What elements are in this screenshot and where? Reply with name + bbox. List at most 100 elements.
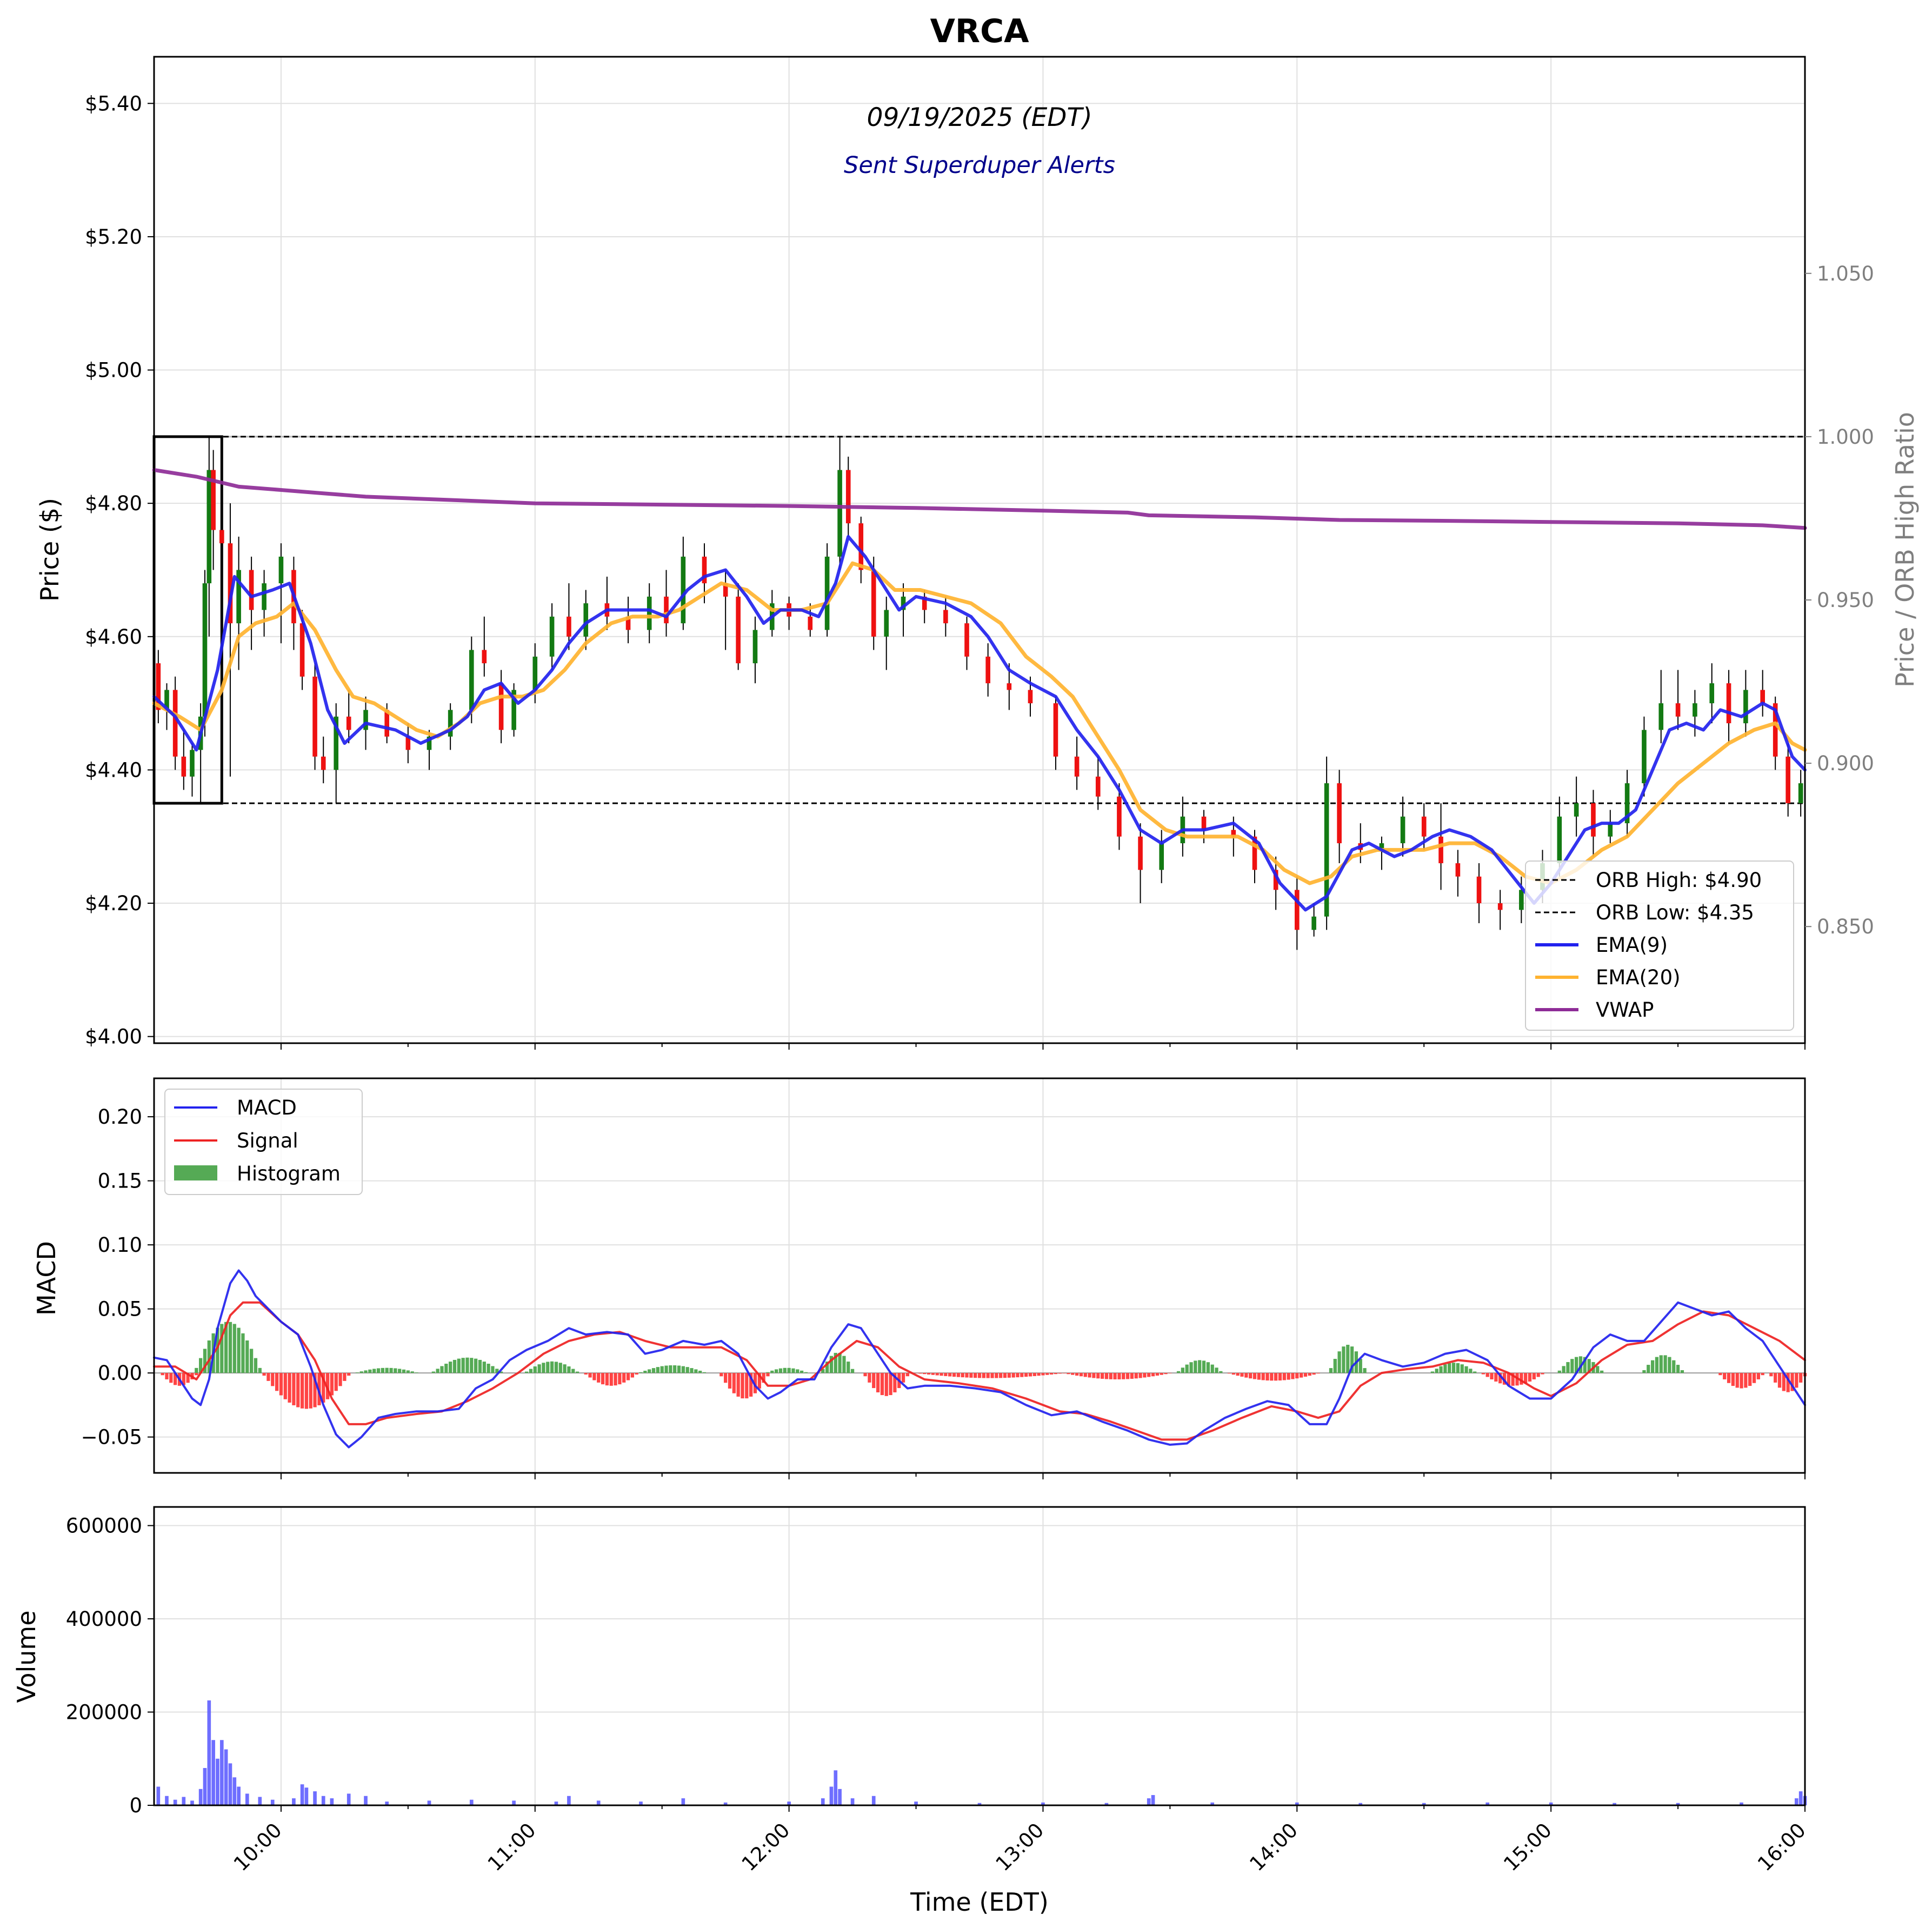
histogram-bar-negative <box>1155 1373 1160 1376</box>
legend-label-orb-high: ORB High: $4.90 <box>1596 869 1762 892</box>
histogram-bar-negative <box>749 1373 753 1397</box>
histogram-bar-positive <box>774 1369 778 1373</box>
histogram-bar-negative <box>728 1373 732 1389</box>
histogram-bar-negative <box>1231 1373 1235 1375</box>
histogram-bar-negative <box>588 1373 592 1378</box>
histogram-bar-positive <box>249 1349 254 1373</box>
histogram-bar-negative <box>1494 1373 1498 1382</box>
candle-up <box>583 603 589 637</box>
histogram-bar-positive <box>791 1368 795 1373</box>
histogram-bar-positive <box>487 1363 490 1373</box>
candle-up <box>1709 683 1715 704</box>
histogram-bar-negative <box>974 1373 977 1378</box>
histogram-bar-positive <box>465 1357 469 1373</box>
histogram-bar-negative <box>1731 1373 1735 1386</box>
histogram-bar-positive <box>1460 1364 1464 1373</box>
volume-bar <box>723 1802 728 1805</box>
histogram-bar-negative <box>986 1373 990 1378</box>
ratio-y-tick-label: 1.000 <box>1817 425 1874 449</box>
legend-label-vwap: VWAP <box>1596 998 1654 1022</box>
histogram-bar-negative <box>1041 1373 1045 1376</box>
histogram-bar-positive <box>524 1371 529 1373</box>
histogram-bar-negative <box>923 1373 927 1375</box>
histogram-bar-positive <box>258 1367 262 1373</box>
histogram-bar-positive <box>1219 1371 1223 1373</box>
histogram-bar-negative <box>182 1373 185 1385</box>
histogram-bar-negative <box>1164 1373 1168 1375</box>
volume-bar <box>190 1800 194 1805</box>
histogram-bar-negative <box>605 1373 609 1386</box>
price-legend-box <box>1525 860 1794 1031</box>
histogram-bar-positive <box>1202 1360 1206 1373</box>
candle-up <box>1557 816 1562 864</box>
candle-up <box>511 690 516 730</box>
macd-y-ticks: −0.05 0.00 0.05 0.10 0.15 0.20 <box>81 1105 154 1449</box>
volume-y-tick-label: 200000 <box>66 1701 142 1724</box>
histogram-bar-negative <box>334 1373 338 1391</box>
volume-bar <box>156 1786 161 1805</box>
candle-down <box>482 650 487 664</box>
volume-bar <box>330 1798 334 1805</box>
histogram-bar-positive <box>829 1356 834 1373</box>
histogram-bar-negative <box>1045 1373 1049 1375</box>
volume-bar <box>1151 1795 1155 1805</box>
ratio-y-label: Price / ORB High Ratio <box>1890 412 1920 688</box>
histogram-bar-negative <box>1249 1373 1253 1379</box>
price-y-label: Price ($) <box>35 498 64 602</box>
histogram-bar-positive <box>778 1368 783 1373</box>
candle-down <box>219 530 224 544</box>
volume-bar <box>850 1798 855 1805</box>
histogram-bar-negative <box>961 1373 964 1378</box>
histogram-bar-positive <box>1185 1364 1189 1373</box>
histogram-bar-positive <box>783 1367 787 1373</box>
histogram-bar-negative <box>195 1373 198 1376</box>
histogram-bar-negative <box>1769 1373 1773 1377</box>
histogram-bar-positive <box>800 1370 804 1373</box>
histogram-bar-negative <box>1502 1373 1507 1385</box>
histogram-bar-positive <box>1194 1360 1197 1373</box>
histogram-bar-positive <box>656 1367 659 1373</box>
histogram-bar-negative <box>347 1373 351 1376</box>
histogram-bar-positive <box>821 1369 825 1373</box>
histogram-bar-positive <box>796 1369 800 1373</box>
candle-down <box>346 716 351 730</box>
histogram-bar-positive <box>1473 1371 1477 1373</box>
volume-bar <box>165 1796 169 1805</box>
candle-up <box>334 716 339 770</box>
histogram-bar-negative <box>956 1373 960 1377</box>
histogram-bar-negative <box>931 1373 935 1375</box>
histogram-bar-negative <box>584 1373 588 1375</box>
candle-up <box>448 710 453 737</box>
macd-lines <box>153 1269 1806 1449</box>
alert-annotation: Sent Superduper Alerts <box>844 152 1115 179</box>
histogram-bar-negative <box>884 1373 888 1396</box>
histogram-bar-positive <box>216 1327 219 1373</box>
volume-bar <box>1740 1802 1743 1805</box>
candle-up <box>190 750 195 777</box>
candle-down <box>964 623 969 657</box>
histogram-bar-negative <box>1270 1373 1274 1381</box>
price-y-tick-label: $4.80 <box>85 492 142 515</box>
ratio-y-ticks: 0.850 0.900 0.950 1.000 1.050 <box>1805 262 1874 938</box>
candle-down <box>181 756 186 777</box>
histogram-bar-negative <box>292 1373 296 1405</box>
histogram-bar-positive <box>533 1366 537 1373</box>
histogram-bar-negative <box>1799 1373 1803 1383</box>
histogram-bar-negative <box>313 1373 317 1407</box>
histogram-bar-positive <box>554 1362 558 1373</box>
volume-bar <box>567 1796 571 1805</box>
histogram-bar-negative <box>1278 1373 1282 1381</box>
histogram-bar-negative <box>1718 1373 1722 1376</box>
histogram-bar-negative <box>1024 1373 1028 1377</box>
histogram-bar-negative <box>1240 1373 1244 1377</box>
macd-line <box>153 1269 1806 1449</box>
histogram-bar-negative <box>762 1373 765 1383</box>
candle-up <box>837 470 842 557</box>
histogram-bar-negative <box>609 1373 613 1386</box>
volume-bar <box>304 1787 309 1805</box>
histogram-bar-negative <box>300 1373 304 1409</box>
candle-down <box>1201 816 1207 830</box>
histogram-bar-negative <box>1016 1373 1020 1378</box>
macd-y-label: MACD <box>32 1241 61 1316</box>
candle-up <box>262 583 267 610</box>
